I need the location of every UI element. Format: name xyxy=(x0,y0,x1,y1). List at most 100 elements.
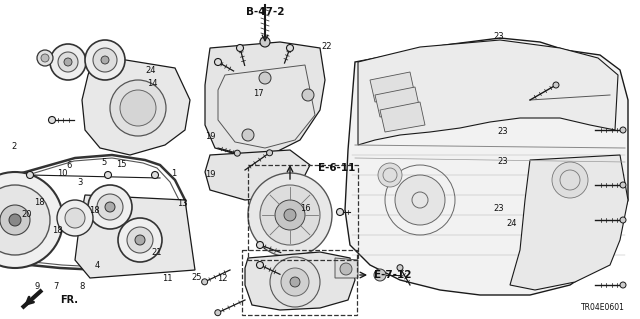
Text: 19: 19 xyxy=(205,170,215,179)
Circle shape xyxy=(234,150,240,156)
Circle shape xyxy=(340,263,352,275)
Text: 24: 24 xyxy=(145,66,156,75)
Circle shape xyxy=(242,129,254,141)
Polygon shape xyxy=(245,252,355,310)
Circle shape xyxy=(248,173,332,257)
Circle shape xyxy=(65,208,85,228)
Circle shape xyxy=(57,200,93,236)
Bar xyxy=(242,250,357,315)
Circle shape xyxy=(41,54,49,62)
Text: 18: 18 xyxy=(52,226,63,235)
Text: 23: 23 xyxy=(498,157,508,166)
Circle shape xyxy=(275,200,305,230)
Text: TR04E0601: TR04E0601 xyxy=(581,303,625,312)
Text: E-7-12: E-7-12 xyxy=(374,270,412,280)
Text: 1: 1 xyxy=(172,169,177,178)
Circle shape xyxy=(58,52,78,72)
Circle shape xyxy=(383,168,397,182)
Circle shape xyxy=(120,90,156,126)
Circle shape xyxy=(281,268,309,296)
Text: 15: 15 xyxy=(116,160,127,169)
Text: 22: 22 xyxy=(321,42,332,51)
Circle shape xyxy=(270,257,320,307)
Circle shape xyxy=(37,50,53,66)
Text: 5: 5 xyxy=(101,158,106,167)
Circle shape xyxy=(552,162,588,198)
Text: E-6-11: E-6-11 xyxy=(318,163,355,173)
Circle shape xyxy=(152,172,159,179)
Circle shape xyxy=(560,170,580,190)
Circle shape xyxy=(397,265,403,271)
Circle shape xyxy=(237,44,243,51)
Text: 23: 23 xyxy=(493,32,504,41)
Circle shape xyxy=(0,205,30,235)
Circle shape xyxy=(9,214,21,226)
Circle shape xyxy=(127,227,153,253)
Circle shape xyxy=(49,116,56,123)
Circle shape xyxy=(101,56,109,64)
Text: 18: 18 xyxy=(90,206,100,215)
Text: B-47-2: B-47-2 xyxy=(246,7,284,17)
Circle shape xyxy=(97,194,123,220)
Circle shape xyxy=(257,262,264,269)
Text: 14: 14 xyxy=(147,79,157,88)
Circle shape xyxy=(620,217,626,223)
Circle shape xyxy=(93,48,117,72)
Circle shape xyxy=(337,209,344,216)
Circle shape xyxy=(26,172,33,179)
Circle shape xyxy=(553,82,559,88)
Circle shape xyxy=(50,44,86,80)
Circle shape xyxy=(260,185,320,245)
Polygon shape xyxy=(205,42,325,155)
Text: 19: 19 xyxy=(205,132,215,141)
Text: 21: 21 xyxy=(152,249,162,257)
Text: 23: 23 xyxy=(493,204,504,213)
Text: 16: 16 xyxy=(300,204,310,213)
Circle shape xyxy=(257,241,264,249)
Bar xyxy=(248,165,358,260)
Text: 4: 4 xyxy=(95,261,100,270)
Circle shape xyxy=(88,185,132,229)
Text: 20: 20 xyxy=(22,210,32,219)
Text: FR.: FR. xyxy=(60,295,78,305)
Circle shape xyxy=(374,269,386,281)
Polygon shape xyxy=(380,102,425,132)
Text: 7: 7 xyxy=(54,282,59,291)
Circle shape xyxy=(267,150,273,156)
Circle shape xyxy=(284,209,296,221)
Circle shape xyxy=(302,89,314,101)
Circle shape xyxy=(290,277,300,287)
Text: 12: 12 xyxy=(218,274,228,283)
Circle shape xyxy=(110,80,166,136)
Circle shape xyxy=(260,37,270,47)
Text: 11: 11 xyxy=(163,274,173,283)
Circle shape xyxy=(287,44,294,51)
Text: 24: 24 xyxy=(507,219,517,228)
Text: 18: 18 xyxy=(35,198,45,207)
Polygon shape xyxy=(75,195,195,278)
Polygon shape xyxy=(370,72,415,102)
Polygon shape xyxy=(358,40,618,145)
Circle shape xyxy=(620,282,626,288)
Text: 6: 6 xyxy=(67,161,72,170)
Circle shape xyxy=(104,172,111,179)
Text: 10: 10 xyxy=(57,169,67,178)
Polygon shape xyxy=(82,55,190,155)
Circle shape xyxy=(64,58,72,66)
Text: 13: 13 xyxy=(177,199,188,208)
Text: 17: 17 xyxy=(253,89,264,98)
Circle shape xyxy=(105,202,115,212)
Circle shape xyxy=(378,163,402,187)
Circle shape xyxy=(0,172,63,268)
Polygon shape xyxy=(335,258,358,278)
Circle shape xyxy=(0,185,50,255)
Text: 9: 9 xyxy=(35,282,40,291)
Text: 3: 3 xyxy=(77,178,83,187)
Text: 8: 8 xyxy=(79,282,84,291)
Circle shape xyxy=(259,72,271,84)
Polygon shape xyxy=(375,87,420,117)
Circle shape xyxy=(620,182,626,188)
Polygon shape xyxy=(205,150,310,200)
Circle shape xyxy=(395,175,445,225)
Text: 25: 25 xyxy=(192,273,202,282)
